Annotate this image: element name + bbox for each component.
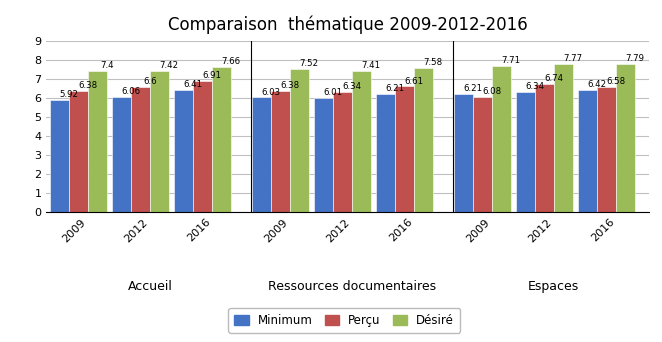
Bar (131, 87, 150, 212)
Text: 6.06: 6.06 (121, 87, 140, 96)
Text: 6.6: 6.6 (143, 77, 157, 86)
Bar (597, 87, 616, 212)
Text: 6.34: 6.34 (342, 82, 361, 91)
Bar (150, 71, 169, 212)
Text: 7.71: 7.71 (501, 56, 520, 65)
Text: 7.4: 7.4 (100, 62, 114, 70)
Bar (554, 64, 573, 212)
Text: 5.92: 5.92 (60, 90, 78, 98)
Text: Espaces: Espaces (528, 280, 579, 293)
Text: 6.01: 6.01 (323, 88, 342, 97)
Text: 6.42: 6.42 (587, 80, 606, 89)
Text: 7.58: 7.58 (424, 58, 443, 67)
Text: 7.42: 7.42 (160, 61, 179, 70)
Text: Ressources documentaires: Ressources documentaires (268, 280, 436, 293)
Bar (271, 91, 290, 212)
Bar (174, 90, 193, 212)
Bar (395, 87, 414, 212)
Text: 7.41: 7.41 (361, 61, 381, 70)
Bar (314, 98, 333, 212)
Bar (290, 69, 308, 212)
Bar (473, 96, 492, 212)
Bar (88, 71, 107, 212)
Text: 6.03: 6.03 (261, 88, 280, 96)
Title: Comparaison  thématique 2009-2012-2016: Comparaison thématique 2009-2012-2016 (167, 15, 528, 34)
Text: 6.61: 6.61 (404, 77, 424, 86)
Text: 6.74: 6.74 (544, 74, 563, 83)
Bar (376, 94, 395, 212)
Legend: Minimum, Perçu, Désiré: Minimum, Perçu, Désiré (228, 308, 460, 333)
Text: 6.91: 6.91 (203, 71, 222, 80)
Bar (616, 64, 635, 212)
Bar (69, 91, 88, 212)
Bar (212, 66, 231, 212)
Text: Accueil: Accueil (128, 280, 172, 293)
Bar (352, 71, 371, 212)
Text: 7.52: 7.52 (299, 59, 318, 68)
Text: 7.77: 7.77 (563, 54, 583, 64)
Text: 7.79: 7.79 (626, 54, 644, 63)
Bar (578, 90, 597, 212)
Text: 6.21: 6.21 (385, 84, 404, 93)
Bar (516, 92, 535, 212)
Text: 6.08: 6.08 (482, 87, 501, 95)
Text: 6.38: 6.38 (280, 81, 299, 90)
Text: 6.58: 6.58 (606, 77, 626, 86)
Bar (252, 97, 271, 212)
Text: 6.34: 6.34 (525, 82, 544, 91)
Bar (535, 84, 554, 212)
Text: 6.38: 6.38 (78, 81, 97, 90)
Text: 7.66: 7.66 (222, 56, 240, 66)
Bar (414, 68, 433, 212)
Bar (492, 66, 510, 212)
Text: 6.21: 6.21 (463, 84, 482, 93)
Bar (453, 94, 473, 212)
Bar (333, 92, 352, 212)
Bar (50, 100, 69, 212)
Bar (112, 97, 131, 212)
Bar (193, 81, 212, 212)
Text: 6.41: 6.41 (183, 80, 203, 89)
